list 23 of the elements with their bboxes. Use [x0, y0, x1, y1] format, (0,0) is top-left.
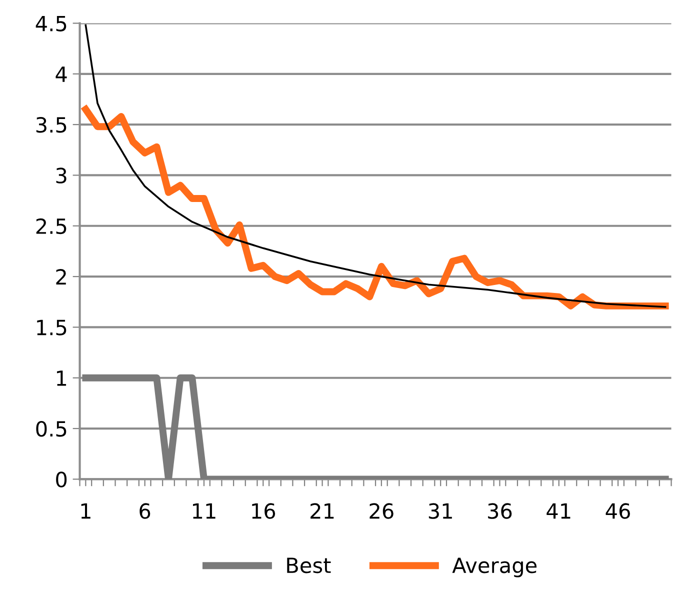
x-tick-label: 46 — [606, 503, 630, 519]
x-tick-label: 36 — [488, 503, 512, 519]
x-tick-label: 26 — [370, 503, 394, 519]
x-tick-label: 41 — [546, 503, 570, 519]
y-tick-label: 2 — [56, 268, 66, 284]
y-tick-label: 2.5 — [36, 218, 66, 234]
y-tick-label: 4 — [56, 66, 67, 82]
y-tick-label: 3.5 — [36, 117, 66, 133]
x-tick-label: 16 — [252, 503, 276, 519]
x-tick-label: 6 — [140, 503, 150, 519]
y-tick-label: 4.5 — [36, 16, 66, 32]
y-tick-label: 1.5 — [37, 320, 66, 336]
x-tick-label: 1 — [81, 503, 90, 519]
y-tick-label: 3 — [56, 168, 66, 184]
x-tick-label: 31 — [428, 503, 452, 519]
line-series — [84, 24, 666, 308]
y-tick-label: 1 — [56, 370, 66, 386]
legend-label: Best — [287, 558, 331, 574]
y-tick-label: 0.5 — [36, 420, 66, 437]
x-tick-label: 21 — [310, 503, 334, 519]
x-tick-label: 11 — [193, 503, 216, 519]
legend-label: Average — [452, 558, 537, 578]
y-tick-label: 0 — [56, 472, 67, 488]
